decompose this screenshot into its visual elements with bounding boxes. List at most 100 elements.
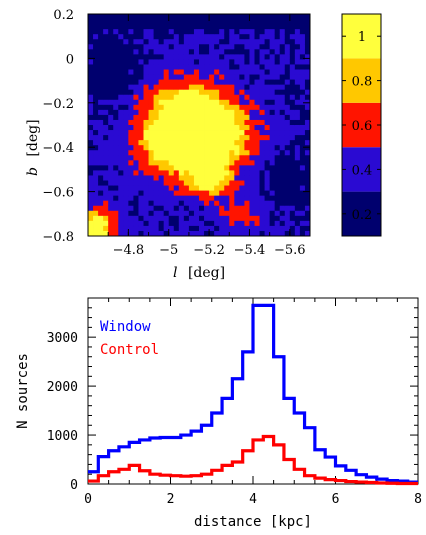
heatmap-cell bbox=[173, 74, 180, 80]
heatmap-cell bbox=[224, 225, 230, 232]
heatmap-cell bbox=[279, 180, 286, 186]
heatmap-cell bbox=[254, 170, 260, 176]
heatmap-cell bbox=[209, 190, 215, 197]
heatmap-cell bbox=[204, 39, 210, 45]
heatmap-cell bbox=[204, 220, 210, 227]
heatmap-cell bbox=[289, 34, 296, 40]
heatmap-cell bbox=[214, 230, 220, 236]
heatmap-cell bbox=[234, 29, 240, 35]
heatmap-cell bbox=[214, 14, 220, 20]
heatmap-cell bbox=[254, 205, 260, 212]
heatmap-cell bbox=[103, 49, 109, 55]
heatmap-cell bbox=[264, 109, 271, 116]
heatmap-cell bbox=[229, 104, 235, 111]
heatmap-cell bbox=[193, 160, 200, 166]
heatmap-cell bbox=[143, 109, 149, 116]
heatmap-cell bbox=[264, 39, 271, 45]
heatmap-cell bbox=[153, 44, 160, 50]
heatmap-cell bbox=[274, 64, 281, 70]
heatmap-cell bbox=[108, 155, 114, 161]
heatmap-cell bbox=[304, 19, 310, 25]
heatmap-cell bbox=[289, 104, 296, 111]
heatmap-cell bbox=[249, 64, 255, 70]
heatmap-cell bbox=[234, 99, 240, 106]
heatmap-cell bbox=[234, 220, 240, 227]
heatmap-cell bbox=[234, 175, 240, 181]
heatmap-cell bbox=[244, 64, 250, 70]
heatmap-cell bbox=[93, 39, 99, 45]
heatmap-cell bbox=[118, 180, 124, 186]
heatmap-cell bbox=[98, 175, 104, 181]
heatmap-cell bbox=[158, 89, 165, 96]
heatmap-cell bbox=[183, 99, 190, 106]
heatmap-cell bbox=[143, 225, 149, 232]
heatmap-cell bbox=[199, 19, 205, 25]
heatmap-cell bbox=[143, 69, 149, 75]
heatmap-cell bbox=[118, 170, 124, 176]
heatmap-cell bbox=[249, 29, 255, 35]
heatmap-cell bbox=[219, 14, 225, 20]
heatmap-cell bbox=[259, 200, 265, 207]
heatmap-cell bbox=[123, 150, 129, 156]
heatmap-cell bbox=[244, 109, 250, 116]
heatmap-cell bbox=[234, 94, 240, 101]
heatmap-cell bbox=[143, 165, 149, 171]
heatmap-cell bbox=[138, 165, 144, 171]
heatmap-cell bbox=[88, 195, 94, 202]
heatmap-cell bbox=[234, 210, 240, 217]
heatmap-cell bbox=[128, 94, 134, 101]
heatmap-cell bbox=[168, 29, 175, 35]
heatmap-cell bbox=[299, 160, 306, 166]
heatmap-cell bbox=[289, 39, 296, 45]
heatmap-cell bbox=[289, 195, 296, 202]
heatmap-cell bbox=[239, 160, 245, 166]
heatmap-cell bbox=[118, 135, 124, 141]
heatmap-cell bbox=[173, 119, 180, 126]
heatmap-cell bbox=[279, 215, 286, 222]
heatmap-cell bbox=[239, 220, 245, 227]
heatmap-cell bbox=[93, 24, 99, 30]
heatmap-cell bbox=[284, 165, 291, 171]
heatmap-cell bbox=[269, 205, 276, 212]
heatmap-xlabel-var: l bbox=[173, 265, 177, 281]
heatmap-cell bbox=[163, 114, 170, 121]
heatmap-cell bbox=[224, 215, 230, 222]
heatmap-cell bbox=[264, 59, 271, 65]
heatmap-cell bbox=[249, 104, 255, 111]
heatmap-cell bbox=[108, 230, 114, 236]
heatmap-cell bbox=[103, 140, 109, 146]
heatmap-cell bbox=[229, 230, 235, 236]
heatmap-cell bbox=[158, 185, 165, 191]
heatmap-cell bbox=[143, 99, 149, 106]
heatmap-cell bbox=[138, 150, 144, 156]
heatmap-cell bbox=[153, 19, 160, 25]
heatmap-cell bbox=[294, 49, 301, 55]
heatmap-cell bbox=[88, 64, 94, 70]
heatmap-cell bbox=[148, 220, 154, 227]
heatmap-cell bbox=[289, 180, 296, 186]
heatmap-cell bbox=[118, 225, 124, 232]
heatmap-cell bbox=[274, 155, 281, 161]
heatmap-cell bbox=[244, 24, 250, 30]
heatmap-cell bbox=[204, 180, 210, 186]
heatmap-cell bbox=[269, 84, 276, 91]
heatmap-cell bbox=[193, 84, 200, 91]
heatmap-cell bbox=[199, 29, 205, 35]
heatmap-cell bbox=[103, 135, 109, 141]
heatmap-cell bbox=[244, 225, 250, 232]
heatmap-cell bbox=[279, 135, 286, 141]
heatmap-cell bbox=[284, 180, 291, 186]
heatmap-cell bbox=[163, 225, 170, 232]
heatmap-cell bbox=[178, 205, 185, 212]
heatmap-cell bbox=[214, 125, 220, 131]
heatmap-cell bbox=[113, 190, 119, 197]
heatmap-cell bbox=[239, 140, 245, 146]
heatmap-cell bbox=[219, 49, 225, 55]
heatmap-cell bbox=[188, 125, 195, 131]
heatmap-cell bbox=[259, 225, 265, 232]
heatmap-cell bbox=[113, 165, 119, 171]
heatmap-cell bbox=[108, 59, 114, 65]
heatmap-cell bbox=[229, 34, 235, 40]
heatmap-cell bbox=[178, 19, 185, 25]
heatmap-cell bbox=[214, 24, 220, 30]
